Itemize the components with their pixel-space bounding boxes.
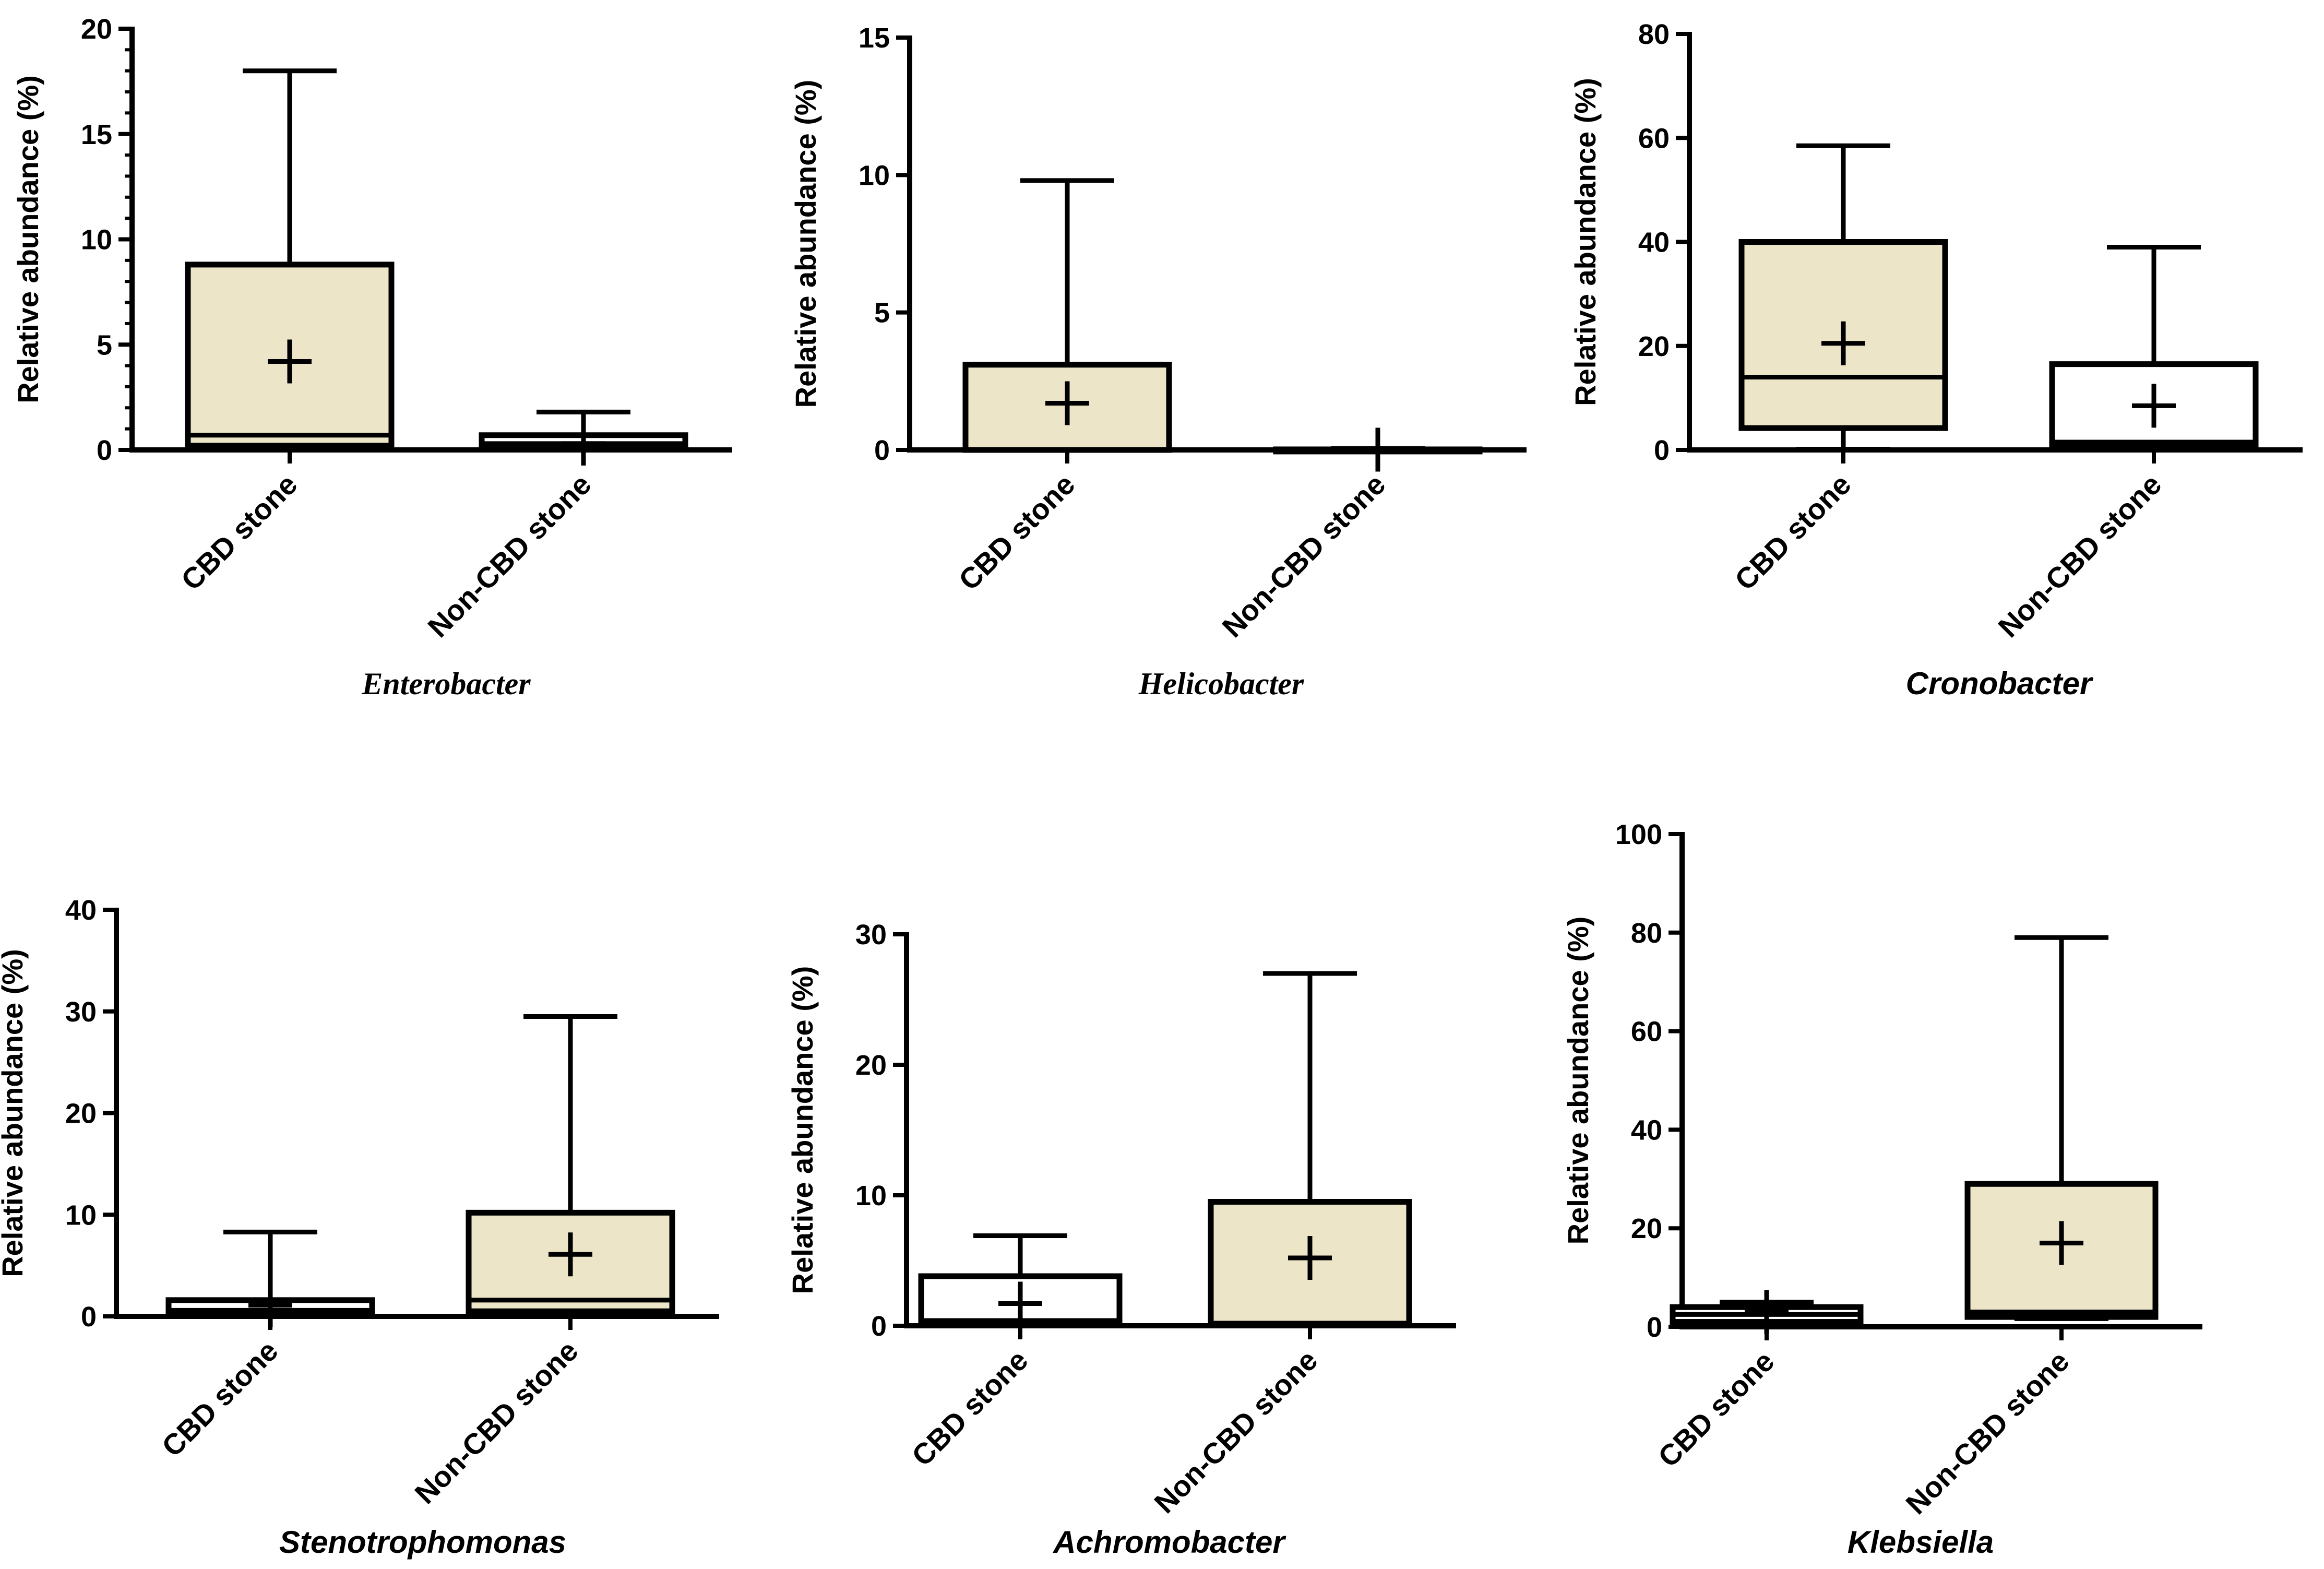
box-plot-group (165, 1229, 375, 1327)
box-plot-group (962, 178, 1172, 453)
y-axis-label: Relative abundance (%) (789, 80, 822, 408)
y-tick-label: 0 (871, 1311, 887, 1342)
y-tick-label: 100 (1615, 819, 1662, 850)
box-plot-group (1208, 971, 1412, 1327)
y-tick-label: 20 (1638, 331, 1670, 362)
chart-title: Helicobacter (1138, 667, 1304, 701)
chart-title: Klebsiella (1848, 1525, 1994, 1560)
y-tick-label: 60 (1638, 123, 1670, 154)
box-plot-group (1964, 935, 2159, 1321)
box-plot-group (466, 1014, 675, 1318)
y-tick-label: 5 (874, 298, 890, 329)
y-tick-label: 0 (1647, 1312, 1662, 1343)
box-plot-group (918, 1233, 1123, 1327)
y-axis-label: Relative abundance (%) (1569, 78, 1602, 406)
y-axis-label: Relative abundance (%) (1562, 917, 1594, 1245)
y-tick-label: 5 (97, 329, 112, 361)
y-tick-label: 20 (81, 14, 112, 45)
box-plot-group (185, 68, 395, 451)
y-axis-label: Relative abundance (%) (0, 949, 29, 1277)
chart-title: Cronobacter (1906, 666, 2094, 701)
y-tick-label: 0 (97, 435, 112, 466)
y-tick-label: 10 (65, 1199, 97, 1231)
chart-title: Stenotrophomonas (279, 1525, 566, 1560)
y-tick-label: 20 (65, 1098, 97, 1130)
y-tick-label: 15 (859, 22, 890, 54)
y-tick-label: 10 (855, 1180, 887, 1211)
y-tick-label: 40 (1638, 227, 1670, 258)
y-tick-label: 20 (1631, 1213, 1662, 1244)
y-tick-label: 80 (1638, 19, 1670, 50)
chart-title: Enterobacter (361, 667, 531, 701)
y-tick-label: 40 (1631, 1114, 1662, 1146)
iqr-box (2049, 361, 2259, 449)
box-plot-group (2049, 244, 2259, 450)
y-axis-label: Relative abundance (%) (786, 966, 819, 1294)
y-tick-label: 30 (65, 996, 97, 1028)
y-tick-label: 80 (1631, 918, 1662, 949)
y-tick-label: 10 (81, 224, 112, 256)
y-tick-label: 15 (81, 119, 112, 150)
y-tick-label: 20 (855, 1050, 887, 1081)
chart-title: Achromobacter (1052, 1525, 1286, 1560)
y-tick-label: 40 (65, 895, 97, 926)
y-tick-label: 10 (859, 160, 890, 191)
y-tick-label: 0 (1654, 435, 1670, 466)
y-tick-label: 30 (855, 919, 887, 950)
y-tick-label: 0 (874, 435, 890, 466)
box-plot-group (479, 409, 688, 466)
y-axis-label: Relative abundance (%) (11, 75, 44, 403)
box-plot-group (1738, 143, 1948, 450)
y-tick-label: 0 (81, 1301, 97, 1333)
box-plot-group (1670, 1290, 1864, 1334)
y-tick-label: 60 (1631, 1016, 1662, 1048)
